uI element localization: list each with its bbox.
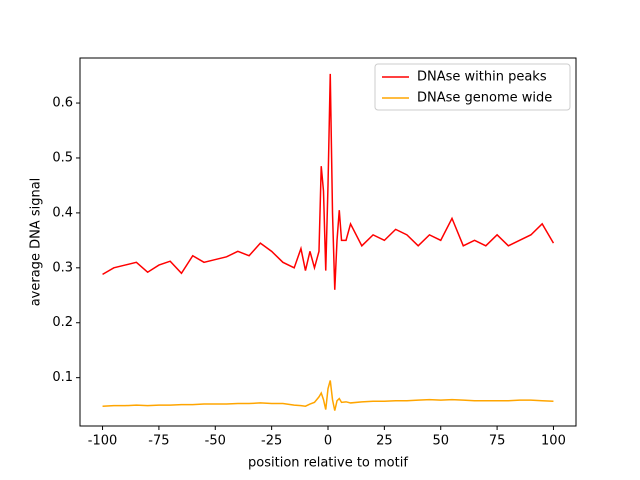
legend-label: DNAse genome wide [417, 91, 552, 106]
data-line [102, 380, 554, 411]
data-line [102, 73, 555, 290]
y-tick-label: 0.4 [52, 205, 73, 220]
legend-box [374, 63, 571, 111]
x-tick-label: 100 [541, 434, 566, 449]
y-axis-label: average DNA signal [29, 178, 44, 307]
x-tick-label: -75 [148, 434, 169, 449]
y-tick-label: 0.1 [52, 370, 73, 385]
x-tick-label: 75 [489, 434, 506, 449]
y-tick-label: 0.6 [52, 96, 73, 111]
plot-frame [79, 57, 577, 427]
x-tick-label: -100 [88, 434, 118, 449]
y-tick-label: 0.2 [52, 315, 73, 330]
y-tick-label: 0.3 [52, 260, 73, 275]
legend-label: DNAse within peaks [417, 70, 547, 85]
y-tick-label: 0.5 [52, 150, 73, 165]
x-tick-label: 50 [432, 434, 449, 449]
x-axis-label: position relative to motif [248, 456, 408, 471]
x-tick-label: -50 [205, 434, 226, 449]
x-tick-label: 0 [324, 434, 332, 449]
x-tick-label: 25 [376, 434, 393, 449]
x-tick-label: -25 [261, 434, 282, 449]
